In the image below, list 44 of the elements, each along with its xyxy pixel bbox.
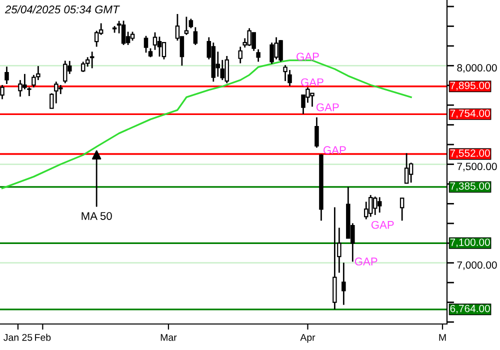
candlestick	[94, 30, 99, 48]
candlestick	[400, 197, 404, 222]
x-tick-label: Apr	[300, 334, 316, 343]
ref-line-label: 7,385.00	[450, 182, 490, 191]
candlestick	[188, 18, 194, 29]
y-tick-label: 7,000.00	[457, 261, 497, 270]
ref-line-label: 7,895.00	[450, 82, 490, 90]
annotation: GAP	[316, 103, 339, 112]
candlestick	[0, 84, 4, 100]
candlestick	[238, 46, 242, 64]
ref-line-label: 7,100.00	[450, 238, 490, 248]
x-tick-label: Feb	[35, 334, 51, 341]
candlestick	[144, 35, 148, 54]
x-tick-label: M	[439, 334, 446, 341]
candlestick	[377, 196, 382, 214]
candlestick	[193, 26, 198, 46]
annotation: 25/04/2025 05:34 GMT	[4, 5, 120, 14]
candlestick	[90, 50, 94, 69]
ref-line-label: 6,764.00	[450, 304, 490, 314]
annotation: GAP	[354, 258, 378, 266]
x-tick-label: Mar	[160, 334, 177, 341]
annotation: MA 50	[82, 212, 112, 220]
candlestick	[256, 48, 260, 62]
candlestick	[157, 36, 162, 58]
candlestick	[404, 152, 409, 184]
candlestick	[121, 20, 126, 46]
candlestick	[4, 66, 9, 85]
annotation: GAP	[371, 220, 394, 229]
annotation: GAP	[324, 146, 346, 154]
ref-line-label: 7,552.00	[450, 149, 490, 158]
x-tick-label: Jan 25	[4, 334, 32, 341]
candlestick	[314, 116, 319, 148]
annotation: GAP	[301, 78, 324, 86]
ref-line-label: 7,754.00	[450, 110, 490, 118]
annotation: GAP	[296, 52, 319, 61]
line-series	[1, 60, 412, 190]
candlestick	[372, 196, 378, 216]
candlestick	[184, 16, 189, 36]
y-tick-label: 8,000.00	[457, 64, 497, 73]
candlestick	[342, 262, 346, 306]
candlestick	[80, 61, 86, 73]
candlestick	[152, 32, 158, 51]
y-tick-label: 7,500.00	[457, 162, 497, 172]
candlestick	[162, 42, 166, 60]
